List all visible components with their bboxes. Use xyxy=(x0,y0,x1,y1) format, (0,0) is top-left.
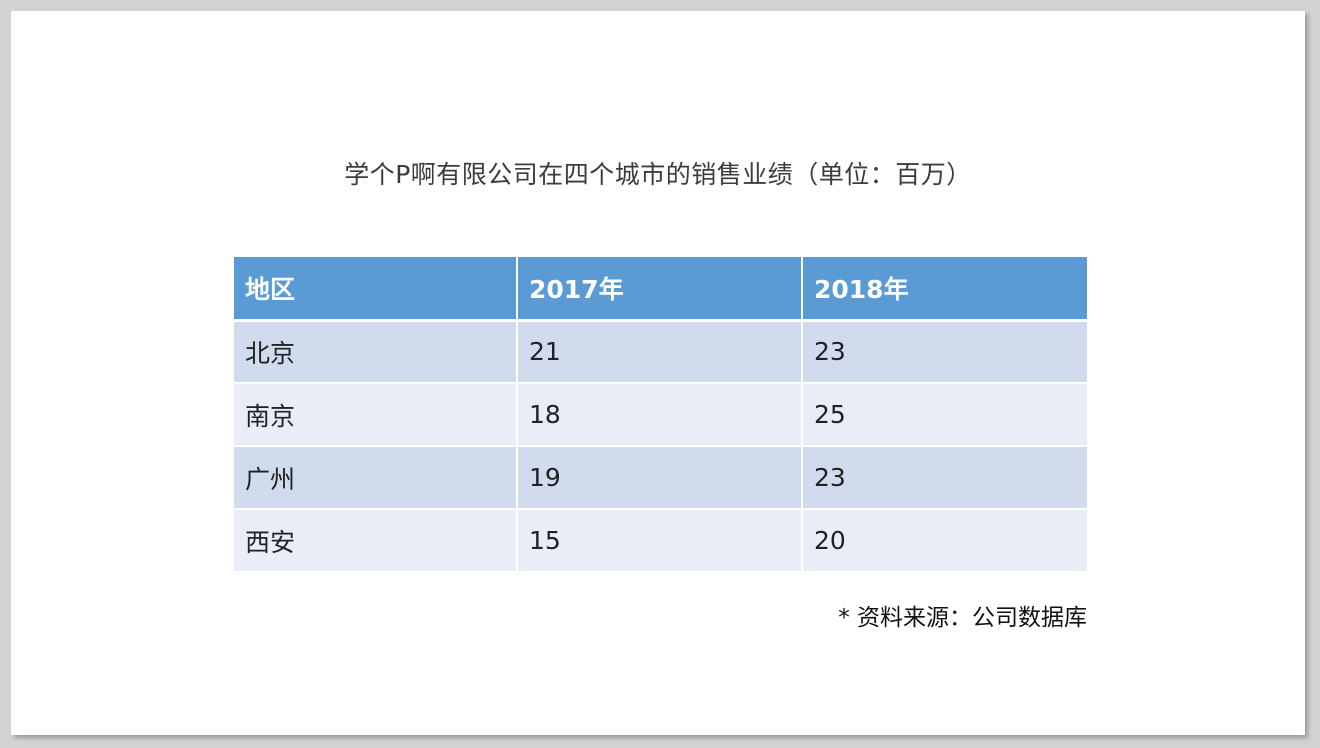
sales-table: 地区 2017年 2018年 北京 21 23 南京 18 25 广州 xyxy=(234,257,1087,573)
source-note: * 资料来源：公司数据库 xyxy=(838,605,1087,631)
cell-2018: 20 xyxy=(802,509,1087,573)
header-region: 地区 xyxy=(234,257,518,322)
table-row: 广州 19 23 xyxy=(234,446,1087,510)
cell-region: 广州 xyxy=(234,446,518,510)
cell-region: 西安 xyxy=(234,509,518,573)
slide: 学个P啊有限公司在四个城市的销售业绩（单位：百万） 地区 2017年 2018年… xyxy=(11,11,1305,735)
cell-region: 南京 xyxy=(234,383,518,447)
cell-2017: 15 xyxy=(517,509,803,573)
cell-2018: 23 xyxy=(802,446,1087,510)
table-row: 北京 21 23 xyxy=(234,320,1087,384)
table-row: 西安 15 20 xyxy=(234,509,1087,573)
cell-region: 北京 xyxy=(234,320,518,384)
cell-2018: 25 xyxy=(802,383,1087,447)
table-row: 南京 18 25 xyxy=(234,383,1087,447)
cell-2017: 19 xyxy=(517,446,803,510)
cell-2017: 18 xyxy=(517,383,803,447)
table-header-row: 地区 2017年 2018年 xyxy=(234,257,1087,322)
cell-2017: 21 xyxy=(517,320,803,384)
slide-title: 学个P啊有限公司在四个城市的销售业绩（单位：百万） xyxy=(344,160,972,189)
cell-2018: 23 xyxy=(802,320,1087,384)
header-2018: 2018年 xyxy=(802,257,1087,322)
header-2017: 2017年 xyxy=(517,257,803,322)
